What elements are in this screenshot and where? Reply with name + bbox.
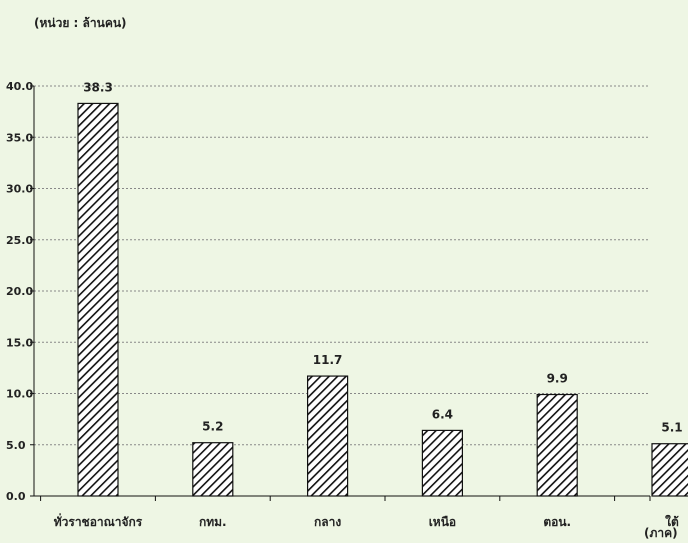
bar [192,442,234,497]
bar [77,102,119,497]
bar [651,443,688,497]
category-label: กทม. [199,515,227,529]
value-label: 11.7 [313,353,343,367]
value-label: 38.3 [83,80,113,94]
y-unit-label: (หน่วย : ล้านคน) [34,16,127,30]
value-label: 5.2 [202,420,223,434]
category-label: ตอน. [543,515,571,529]
bar [307,375,349,497]
y-tick-label: 25.0 [6,234,33,247]
value-label: 5.1 [661,421,682,435]
category-label: กลาง [314,515,341,529]
y-tick-label: 15.0 [6,336,33,349]
category-label: ใต้ [665,514,679,529]
y-tick-label: 40.0 [6,80,33,93]
x-unit-label: (ภาค) [644,526,678,540]
y-tick-label: 20.0 [6,285,33,298]
y-tick-label: 30.0 [6,183,33,196]
value-label: 6.4 [432,407,453,421]
y-tick-label: 5.0 [6,439,26,452]
category-label: ทั่วราชอาณาจักร [54,513,143,529]
category-label: เหนือ [429,515,456,529]
y-tick-label: 10.0 [6,388,33,401]
y-tick-label: 0.0 [6,490,26,503]
value-label: 9.9 [547,372,568,386]
y-tick-label: 35.0 [6,131,33,144]
bar [421,429,463,497]
bar [536,393,578,497]
